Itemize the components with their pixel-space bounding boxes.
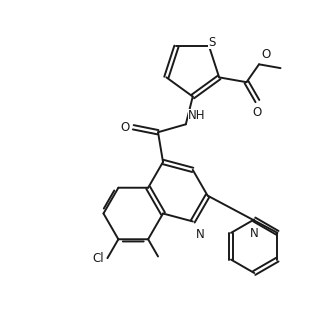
Text: S: S (208, 36, 216, 49)
Text: N: N (196, 228, 204, 241)
Text: Cl: Cl (93, 252, 105, 264)
Text: O: O (253, 106, 262, 119)
Text: NH: NH (188, 109, 205, 122)
Text: O: O (261, 48, 270, 61)
Text: N: N (250, 228, 258, 240)
Text: O: O (120, 121, 129, 134)
